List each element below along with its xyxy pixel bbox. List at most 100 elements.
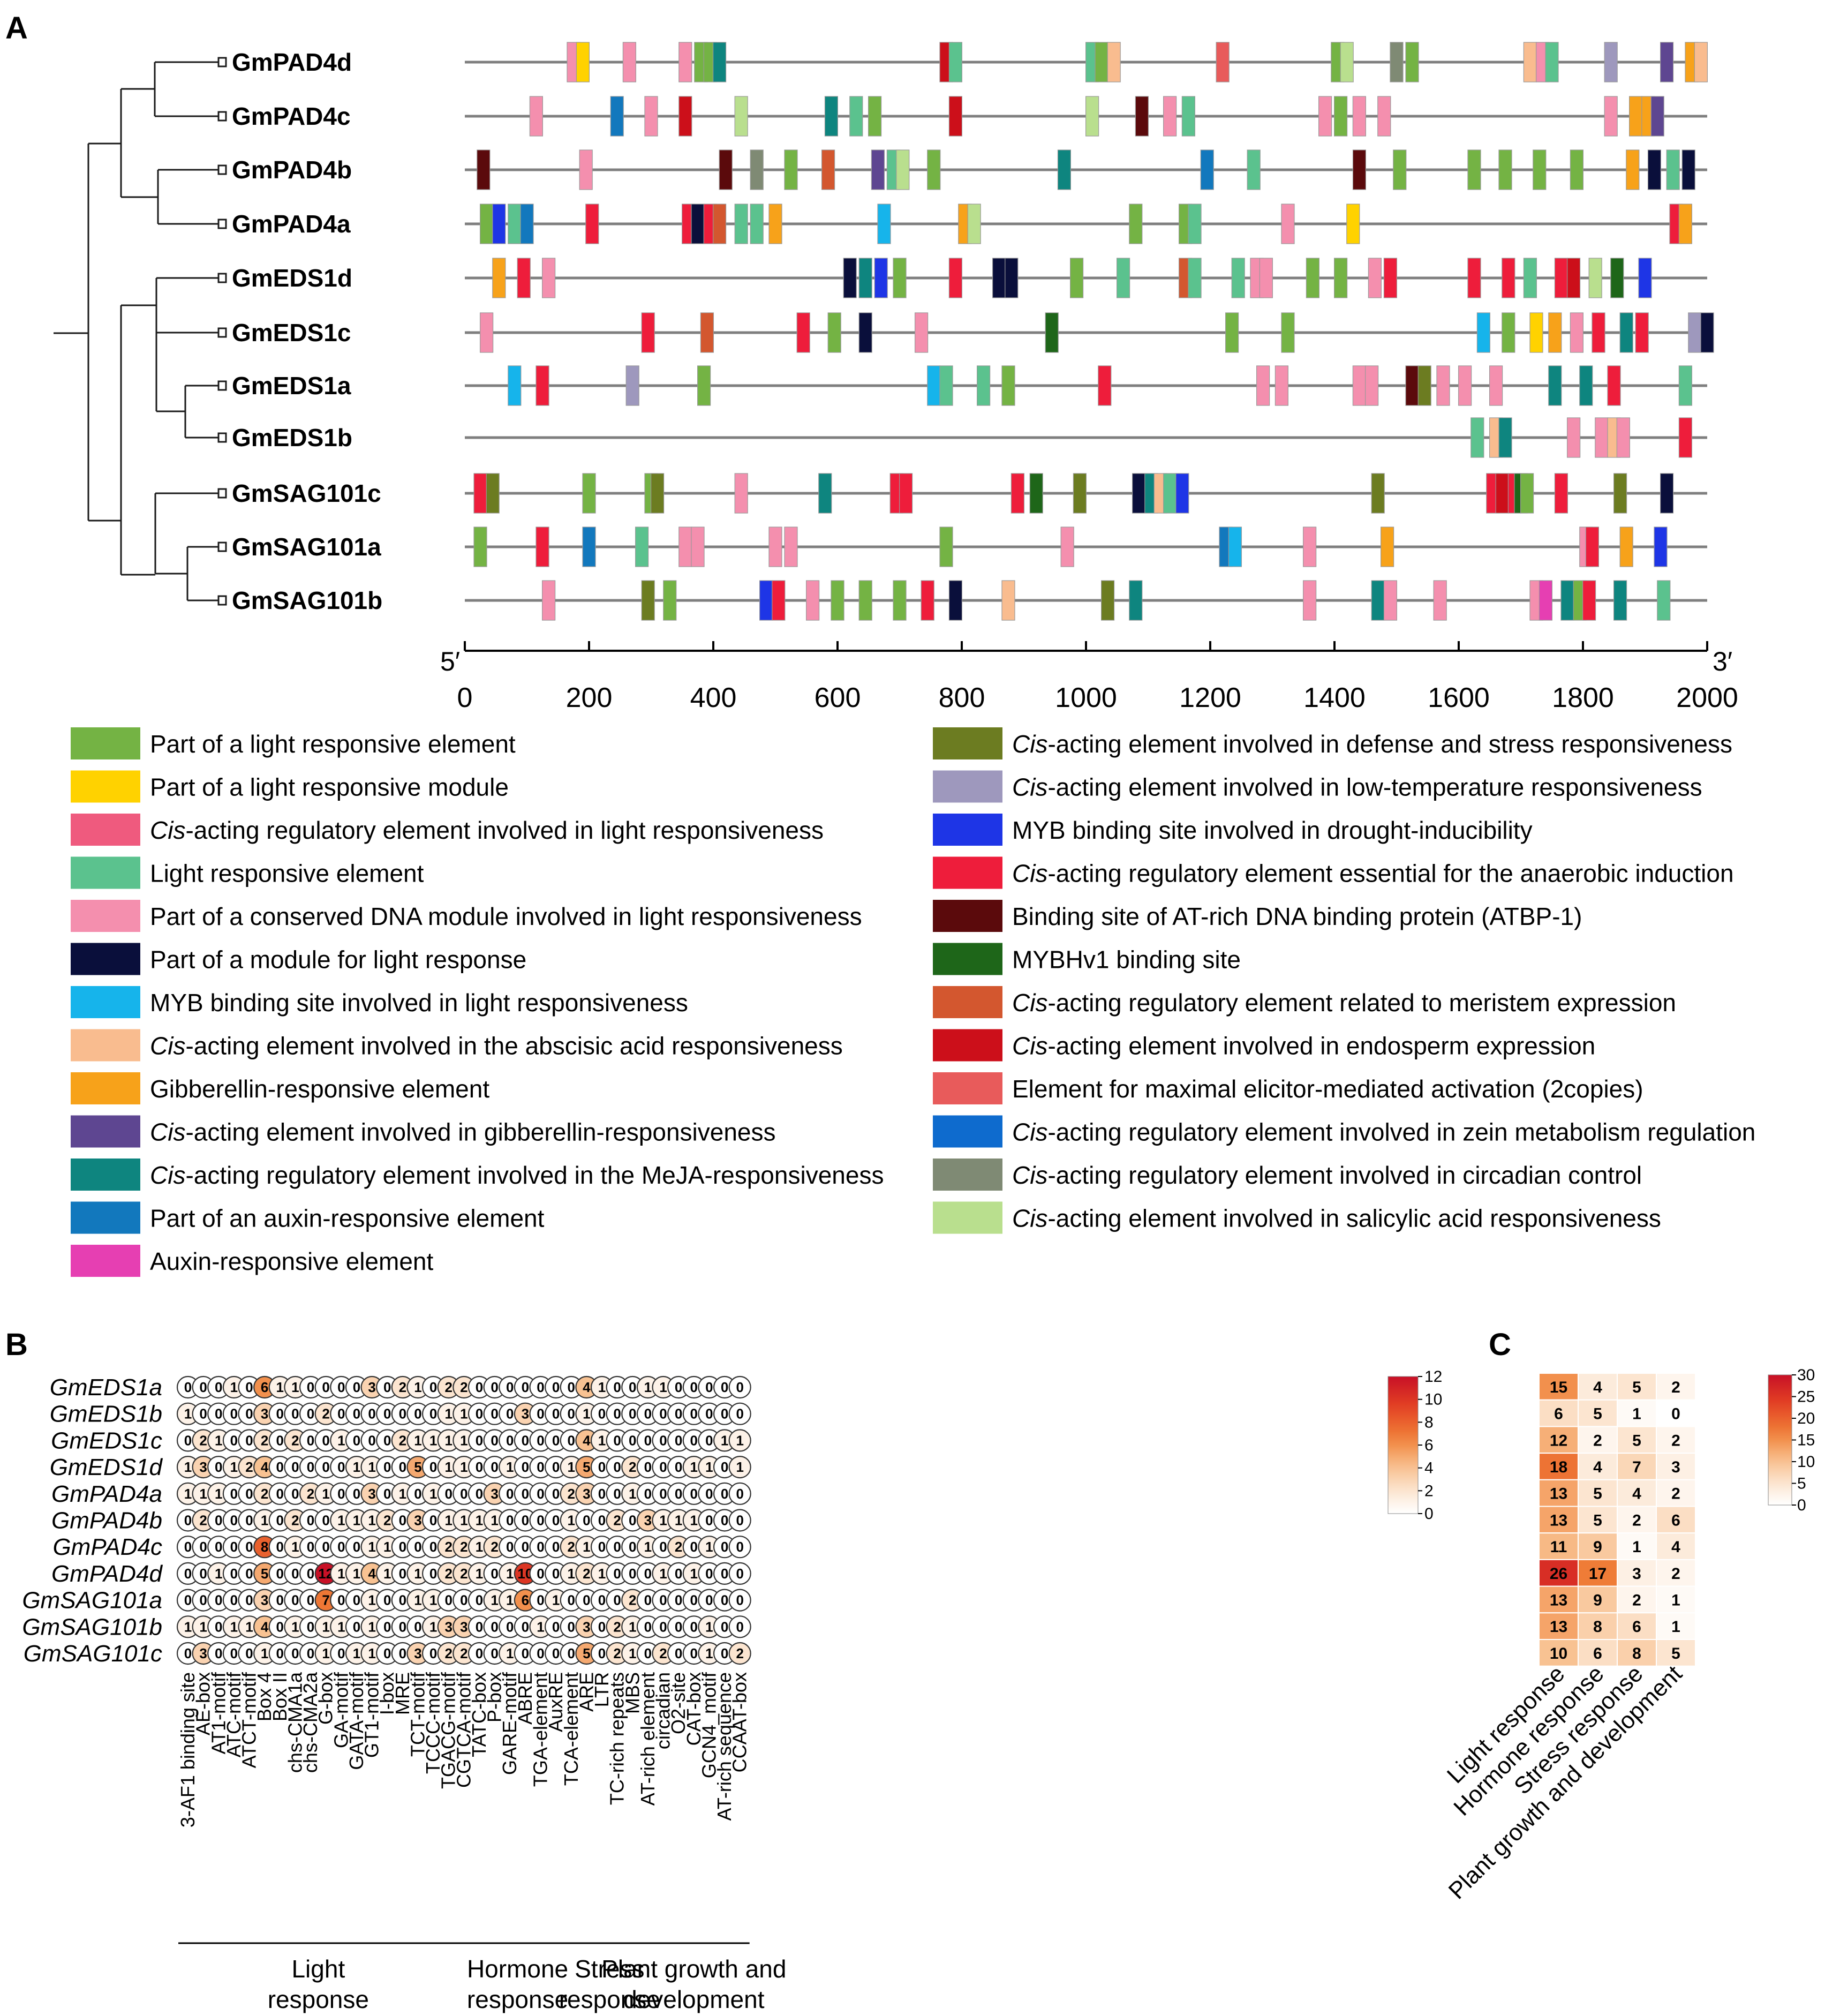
bubble-value: 8	[261, 1539, 268, 1555]
bubble-value: 0	[291, 1566, 299, 1582]
bubble-value: 2	[261, 1486, 268, 1502]
bubble-value: 0	[721, 1645, 728, 1661]
cis-element-box	[1570, 312, 1583, 353]
bubble-value: 1	[629, 1486, 636, 1502]
position-tick-label: 600	[815, 682, 861, 713]
bubble-value: 0	[552, 1619, 560, 1635]
heat-value: 2	[1632, 1591, 1641, 1609]
heat-value: 15	[1550, 1379, 1567, 1396]
bubble-value: 1	[230, 1619, 238, 1635]
colorbar-tick-label: 0	[1797, 1496, 1806, 1514]
row-label-GmPAD4a: GmPAD4a	[51, 1481, 162, 1507]
column-label: TGACG-motif	[438, 1672, 459, 1789]
cis-element-box	[927, 365, 941, 406]
cis-element-box	[1694, 42, 1708, 82]
colorbar-tick-label: 0	[1424, 1505, 1434, 1523]
cis-element-box	[473, 526, 487, 567]
cis-element-box	[1607, 365, 1621, 406]
bubble-value: 0	[322, 1432, 329, 1448]
bubble-value: 0	[476, 1379, 483, 1395]
cis-element-box	[1613, 580, 1627, 621]
column-label: chs-CMA2a	[299, 1672, 321, 1773]
bubble-value: 0	[230, 1486, 238, 1502]
bubble-value: 0	[522, 1513, 529, 1529]
bubble-value: 0	[537, 1486, 544, 1502]
heat-value: 5	[1593, 1405, 1602, 1423]
bubble-value: 0	[353, 1406, 360, 1422]
bubble-value: 4	[261, 1619, 269, 1635]
legend-swatch	[71, 943, 140, 975]
cis-element-box	[1057, 149, 1072, 190]
bubble-value: 2	[444, 1379, 452, 1395]
tree-leaf-marker	[217, 380, 227, 391]
cis-element-box	[1545, 42, 1559, 82]
bubble-value: 0	[629, 1379, 636, 1395]
bubble-value: 0	[307, 1459, 314, 1475]
heat-cell	[1656, 1426, 1696, 1454]
bubble-value: 0	[613, 1432, 621, 1448]
bubble-value: 0	[537, 1459, 544, 1475]
legend-swatch	[933, 1072, 1002, 1104]
panel-c: C15 4 5 26 5 1 012 2 5 218 4 7 313 5 4 213 5 2 611 9 1 426 17 3…	[1442, 1327, 1815, 1904]
heat-value: 5	[1632, 1432, 1641, 1449]
bubble-value: 1	[230, 1379, 238, 1395]
bubble-value: 0	[444, 1486, 452, 1502]
heat-value: 4	[1593, 1379, 1602, 1396]
cis-element-box	[824, 96, 839, 137]
cis-element-box	[1334, 96, 1348, 137]
bubble-value: 1	[705, 1645, 713, 1661]
bubble-value: 1	[705, 1459, 713, 1475]
bubble-value: 0	[399, 1459, 406, 1475]
bubble-value: 0	[245, 1513, 253, 1529]
bubble-value: 0	[659, 1486, 667, 1502]
cis-element-box	[1060, 526, 1074, 567]
cis-element-box	[1352, 96, 1366, 137]
heat-value: 8	[1593, 1618, 1602, 1636]
cis-element-box	[1681, 149, 1695, 190]
bubble-value: 0	[383, 1619, 391, 1635]
bubble-value: 1	[690, 1566, 698, 1582]
cis-element-box	[1073, 473, 1087, 514]
bubble-value: 0	[199, 1592, 207, 1608]
bubble-value: 0	[736, 1513, 743, 1529]
row-label-GmSAG101a: GmSAG101a	[22, 1588, 162, 1614]
bubble-value: 2	[291, 1432, 299, 1448]
bubble-value: 0	[230, 1645, 238, 1661]
gene-label-GmSAG101b: GmSAG101b	[232, 586, 382, 614]
cis-element-box	[477, 149, 491, 190]
cis-element-box	[1200, 149, 1214, 190]
gene-label-GmEDS1c: GmEDS1c	[232, 319, 351, 347]
bubble-value: 0	[399, 1619, 406, 1635]
cis-element-box	[871, 149, 885, 190]
heat-cell	[1617, 1612, 1657, 1641]
bubble-value: 0	[245, 1539, 253, 1555]
bubble-value: 0	[491, 1406, 498, 1422]
cis-element-box	[1303, 526, 1317, 567]
cis-element-box	[663, 580, 677, 621]
bubble-cell	[728, 1536, 751, 1559]
bubble-value: 0	[307, 1619, 314, 1635]
heat-cell	[1578, 1532, 1618, 1560]
cis-element-box	[1405, 365, 1419, 406]
bubble-value: 1	[552, 1592, 560, 1608]
cis-element-box	[1181, 96, 1195, 137]
bubble-value: 0	[644, 1645, 652, 1661]
colorbar-tick-label: 25	[1797, 1388, 1815, 1406]
heat-value: 5	[1671, 1645, 1680, 1663]
bubble-cell	[728, 1589, 751, 1612]
bubble-value: 0	[476, 1645, 483, 1661]
gene-label-GmPAD4b: GmPAD4b	[232, 156, 352, 184]
legend-label: Cis-acting regulatory element involved i…	[150, 816, 824, 844]
bubble-value: 0	[353, 1592, 360, 1608]
bubble-value: 0	[245, 1379, 253, 1395]
cis-element-box	[1101, 580, 1115, 621]
bubble-value: 2	[199, 1432, 207, 1448]
heat-value: 5	[1632, 1379, 1641, 1396]
bubble-value: 0	[675, 1619, 682, 1635]
cis-element-box	[697, 365, 711, 406]
bubble-value: 1	[598, 1379, 606, 1395]
bubble-value: 0	[230, 1592, 238, 1608]
bubble-value: 0	[568, 1406, 575, 1422]
bubble-value: 1	[705, 1619, 713, 1635]
cis-element-box	[805, 580, 820, 621]
